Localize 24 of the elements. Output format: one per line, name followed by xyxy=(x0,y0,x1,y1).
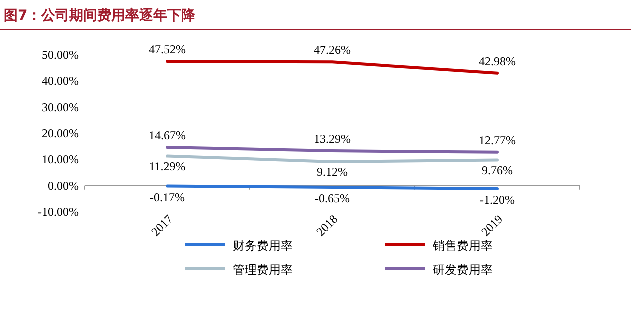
y-tick-label: 30.00% xyxy=(42,100,79,114)
y-tick-label: 40.00% xyxy=(42,74,79,88)
data-label: 47.52% xyxy=(149,42,186,56)
data-label: 13.29% xyxy=(314,132,351,146)
chart-title: 图7：公司期间费用率逐年下降 xyxy=(4,7,197,24)
data-label: 47.26% xyxy=(314,43,351,58)
data-label: 12.77% xyxy=(479,133,516,148)
y-tick-label: 10.00% xyxy=(42,152,79,167)
data-label: -0.65% xyxy=(315,192,350,206)
data-label: 11.29% xyxy=(149,159,186,174)
y-tick-label: 50.00% xyxy=(42,48,79,62)
legend-label: 研发费用率 xyxy=(433,263,493,277)
legend-label: 销售费用率 xyxy=(432,239,493,253)
data-label: -0.17% xyxy=(150,190,185,204)
data-label: -1.20% xyxy=(480,192,515,207)
y-tick-label: 20.00% xyxy=(42,126,79,140)
y-tick-label: 0.00% xyxy=(48,178,79,193)
legend-label: 财务费用率 xyxy=(233,239,293,253)
data-label: 9.76% xyxy=(482,163,513,178)
legend-label: 管理费用率 xyxy=(233,263,293,277)
data-label: 14.67% xyxy=(149,128,186,142)
data-label: 42.98% xyxy=(479,54,516,68)
y-tick-label: -10.00% xyxy=(38,205,79,219)
data-label: 9.12% xyxy=(317,164,348,179)
